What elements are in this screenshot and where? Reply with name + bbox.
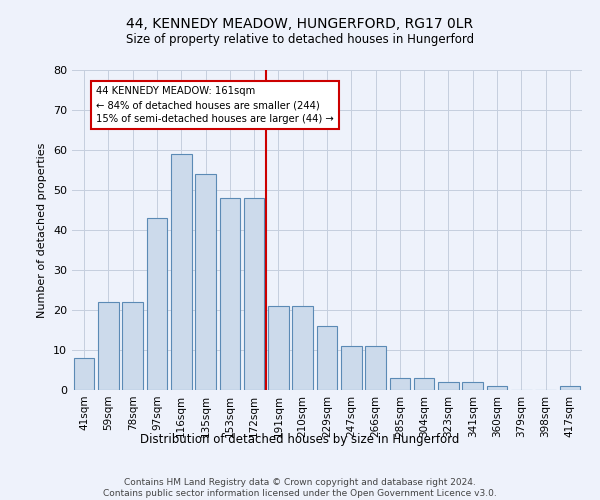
Bar — [438, 382, 459, 390]
Bar — [171, 154, 191, 390]
Bar — [292, 306, 313, 390]
Bar — [122, 302, 143, 390]
Bar — [195, 174, 216, 390]
Bar — [74, 358, 94, 390]
Text: Contains HM Land Registry data © Crown copyright and database right 2024.
Contai: Contains HM Land Registry data © Crown c… — [103, 478, 497, 498]
Bar — [365, 346, 386, 390]
Text: 44, KENNEDY MEADOW, HUNGERFORD, RG17 0LR: 44, KENNEDY MEADOW, HUNGERFORD, RG17 0LR — [127, 18, 473, 32]
Bar — [463, 382, 483, 390]
Bar — [268, 306, 289, 390]
Y-axis label: Number of detached properties: Number of detached properties — [37, 142, 47, 318]
Bar — [560, 386, 580, 390]
Bar — [487, 386, 508, 390]
Bar — [220, 198, 240, 390]
Bar — [317, 326, 337, 390]
Bar — [146, 218, 167, 390]
Bar — [414, 378, 434, 390]
Bar — [341, 346, 362, 390]
Text: 44 KENNEDY MEADOW: 161sqm
← 84% of detached houses are smaller (244)
15% of semi: 44 KENNEDY MEADOW: 161sqm ← 84% of detac… — [96, 86, 334, 124]
Bar — [98, 302, 119, 390]
Text: Size of property relative to detached houses in Hungerford: Size of property relative to detached ho… — [126, 32, 474, 46]
Text: Distribution of detached houses by size in Hungerford: Distribution of detached houses by size … — [140, 432, 460, 446]
Bar — [244, 198, 265, 390]
Bar — [389, 378, 410, 390]
